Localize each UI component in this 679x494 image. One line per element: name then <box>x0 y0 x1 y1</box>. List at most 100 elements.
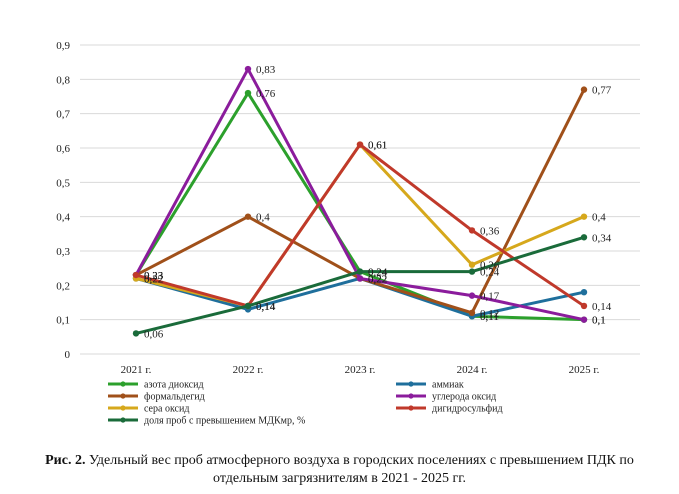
legend-item: дигидросульфид <box>396 404 503 415</box>
data-label: 0,06 <box>144 328 164 340</box>
data-label: 0,22 <box>368 273 387 285</box>
data-label: 0,22 <box>144 273 163 285</box>
legend-swatch-marker <box>120 393 126 399</box>
data-point <box>468 261 476 268</box>
data-label: 0,36 <box>480 225 500 237</box>
data-label: 0,34 <box>592 232 612 244</box>
figure-caption: Рис. 2. Удельный вес проб атмосферного в… <box>20 452 659 488</box>
data-label: 0,22 <box>368 273 387 285</box>
legend-label: азота диоксид <box>144 380 204 391</box>
data-point <box>580 213 588 220</box>
legend-item: формальдегид <box>108 392 205 403</box>
y-tick-label: 0,9 <box>56 40 70 52</box>
data-label: 0,61 <box>368 140 387 152</box>
y-tick-label: 0,6 <box>56 143 70 155</box>
y-tick-label: 0,4 <box>56 212 70 224</box>
legend-item: углерода оксид <box>396 392 496 403</box>
data-label: 0,23 <box>144 270 164 282</box>
data-point <box>580 86 588 93</box>
data-point <box>356 141 364 148</box>
legend-item: доля проб с превышением МДКмр, % <box>108 416 305 427</box>
data-point <box>356 268 364 275</box>
series-lines <box>132 65 588 337</box>
legend-item: азота диоксид <box>108 380 204 391</box>
data-point <box>580 234 588 241</box>
data-point <box>132 330 140 337</box>
y-tick-label: 0,8 <box>56 74 70 86</box>
x-tick-label: 2021 г. <box>121 364 152 376</box>
data-label: 0,14 <box>592 301 612 313</box>
x-tick-label: 2025 г. <box>569 364 600 376</box>
data-point <box>244 89 252 97</box>
data-label: 0,14 <box>256 301 276 313</box>
data-label: 0,11 <box>480 311 499 323</box>
data-label: 0,23 <box>144 270 164 282</box>
x-tick-label: 2022 г. <box>233 364 264 376</box>
legend-swatch-marker <box>408 381 414 387</box>
y-tick-label: 0,5 <box>56 177 70 189</box>
data-label: 0,24 <box>368 267 388 279</box>
data-label: 0,4 <box>592 212 606 224</box>
data-label: 0,23 <box>144 270 164 282</box>
y-tick-label: 0,2 <box>56 280 70 292</box>
data-point <box>580 316 588 323</box>
data-label: 0,1 <box>592 315 606 327</box>
legend-label: аммиак <box>432 380 464 391</box>
data-point <box>468 292 476 299</box>
data-point <box>468 309 476 316</box>
data-label: 0,12 <box>480 308 499 320</box>
legend-item: аммиак <box>396 380 464 391</box>
data-point <box>468 268 476 275</box>
data-label: 0,22 <box>144 273 163 285</box>
y-tick-label: 0,1 <box>56 315 70 327</box>
data-label: 0,24 <box>368 267 388 279</box>
data-label: 0,4 <box>256 212 270 224</box>
y-tick-label: 0,3 <box>56 246 70 258</box>
data-label: 0,77 <box>592 85 612 97</box>
data-point <box>468 227 476 234</box>
data-label: 0,83 <box>256 64 276 76</box>
legend-label: дигидросульфид <box>432 404 503 415</box>
data-label: 0,22 <box>368 273 387 285</box>
data-label: 0,76 <box>256 88 276 100</box>
legend-label: формальдегид <box>144 392 205 403</box>
legend: азота диоксид аммиак формальдегид углерода … <box>108 380 503 427</box>
line-chart: 0 0,1 0,2 0,3 0,4 0,5 0,6 0,7 0,8 0,9 2021 г. 2022 … <box>56 40 640 427</box>
legend-swatch-marker <box>120 405 126 411</box>
legend-label: сера оксид <box>144 404 189 415</box>
data-label: 0,1 <box>592 315 606 327</box>
data-point <box>244 65 252 73</box>
data-point <box>580 302 588 310</box>
data-point <box>244 213 252 220</box>
y-tick-label: 0,7 <box>56 109 70 121</box>
series-line <box>135 276 585 318</box>
data-label: 0,17 <box>480 291 500 303</box>
data-point <box>132 271 140 279</box>
data-label: 0,24 <box>480 267 500 279</box>
data-point <box>580 289 588 296</box>
data-labels: 0,230,760,240,11 0,10,22 0,220,110,230,40,… <box>144 64 612 340</box>
data-label: 0,23 <box>144 270 164 282</box>
data-label: 0,61 <box>368 140 387 152</box>
x-tick-label: 2023 г. <box>345 364 376 376</box>
caption-prefix: Рис. 2. <box>45 453 86 468</box>
series-line <box>134 67 585 322</box>
chart-area: 0 0,1 0,2 0,3 0,4 0,5 0,6 0,7 0,8 0,9 2021 г. 2022 … <box>56 40 640 427</box>
y-tick-label: 0 <box>65 349 71 361</box>
legend-label: углерода оксид <box>432 392 496 403</box>
data-point <box>244 302 252 310</box>
legend-swatch-marker <box>408 405 414 411</box>
legend-swatch-marker <box>120 381 126 387</box>
legend-swatch-marker <box>120 417 126 423</box>
axes: 0 0,1 0,2 0,3 0,4 0,5 0,6 0,7 0,8 0,9 2021 г. 2022 … <box>56 40 640 376</box>
data-label: 0,11 <box>480 311 499 323</box>
legend-swatch-marker <box>408 393 414 399</box>
data-label: 0,14 <box>256 301 276 313</box>
data-label: 0,14 <box>256 301 276 313</box>
legend-label: доля проб с превышением МДКмр, % <box>144 416 305 427</box>
data-label: 0,26 <box>480 260 500 272</box>
data-point <box>356 275 364 282</box>
legend-item: сера оксид <box>108 404 189 415</box>
caption-text: Удельный вес проб атмосферного воздуха в… <box>85 453 634 486</box>
x-tick-label: 2024 г. <box>457 364 488 376</box>
